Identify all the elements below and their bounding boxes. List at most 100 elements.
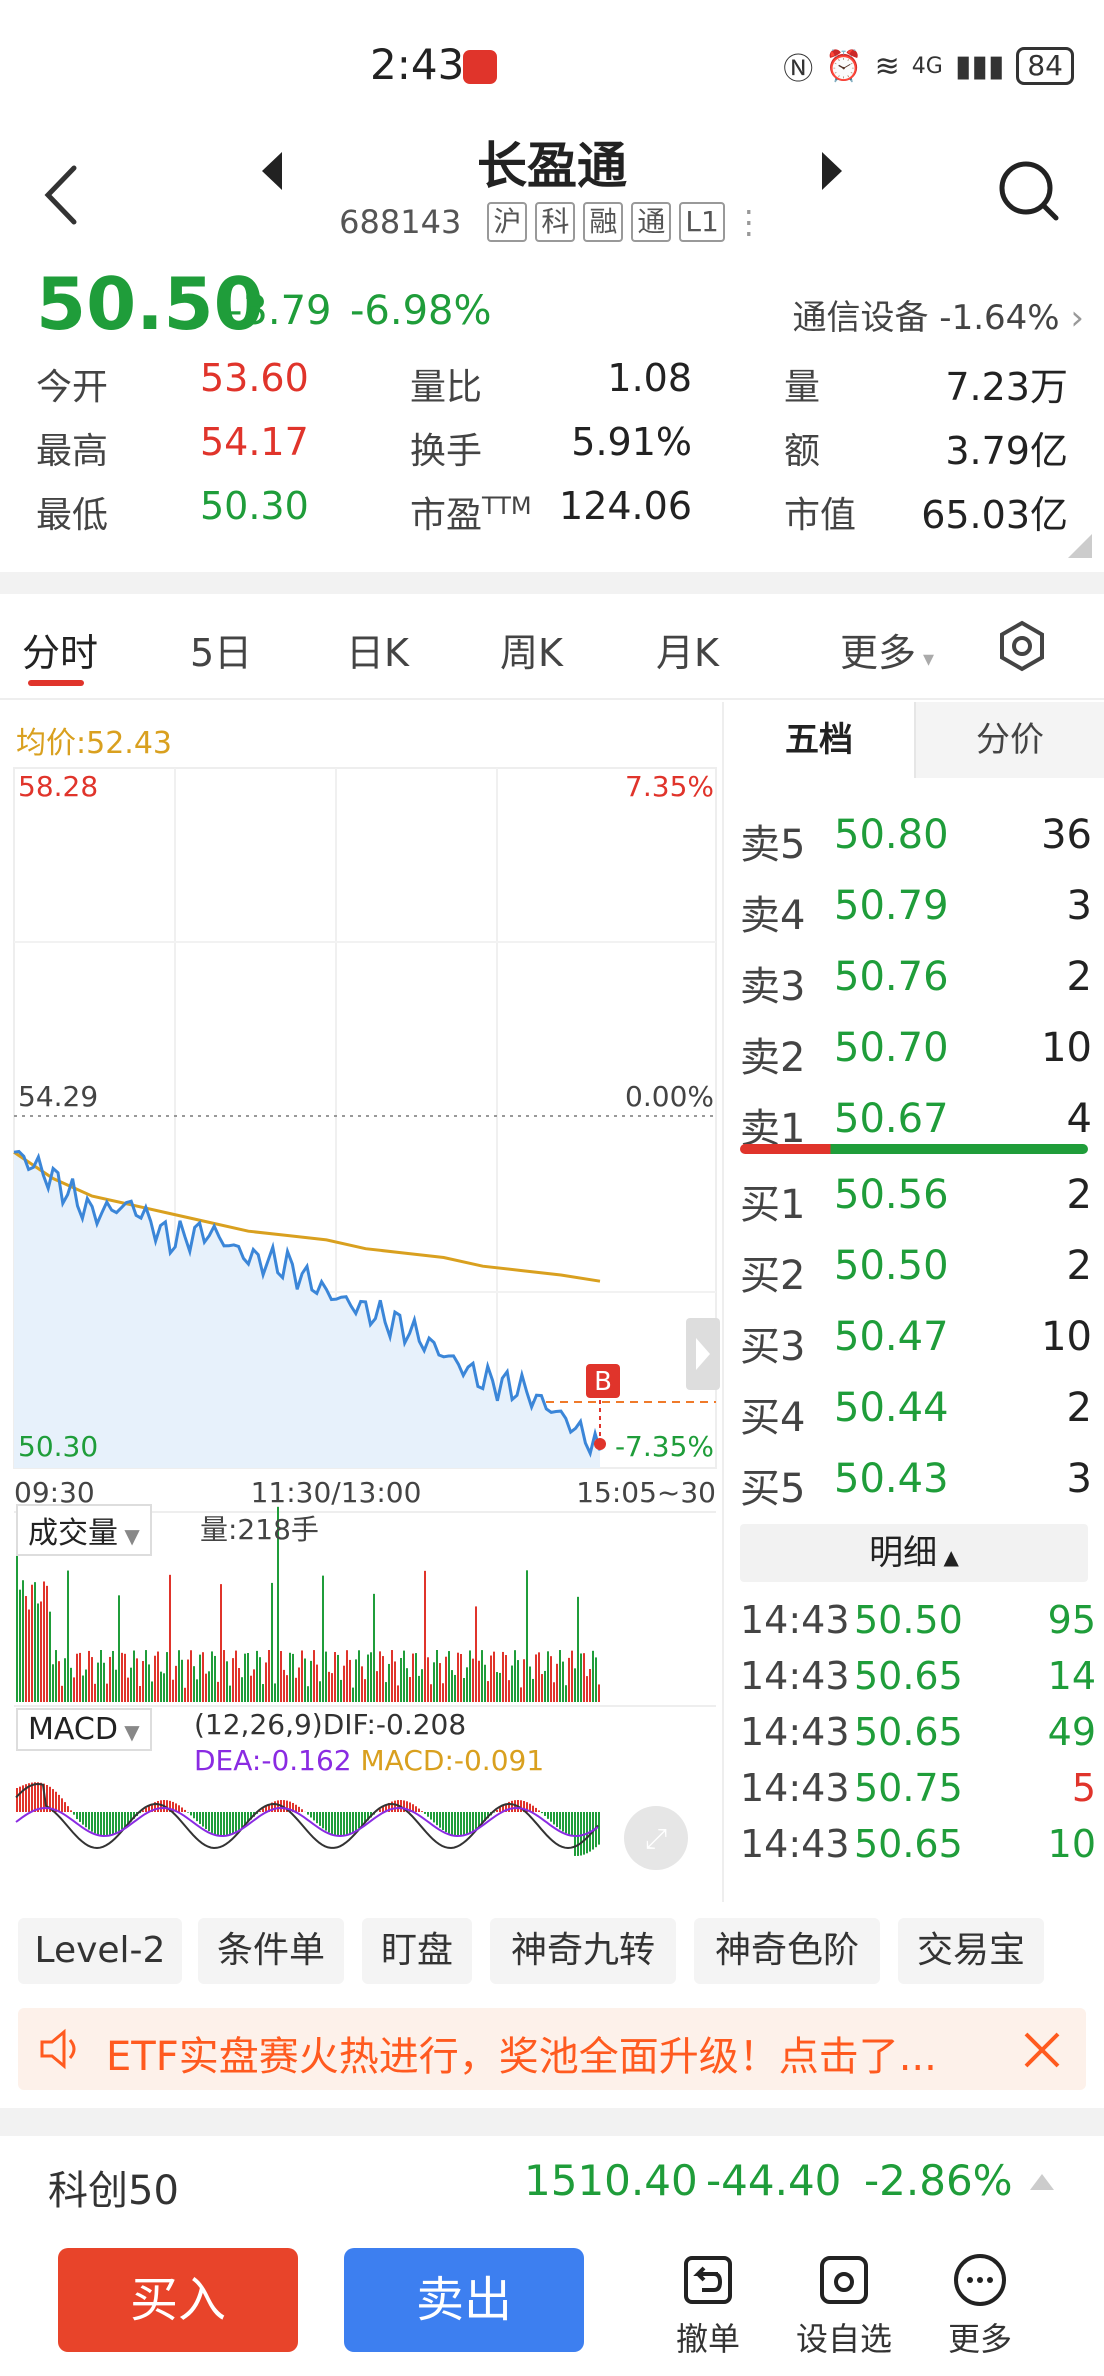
volume-bar [232, 1658, 234, 1702]
mktcap-value: 65.03亿 [921, 493, 1068, 537]
volume-bar [454, 1674, 456, 1702]
macd-bar [91, 1812, 93, 1832]
volume-bar [373, 1593, 375, 1702]
chip-level2[interactable]: Level-2 [18, 1918, 182, 1984]
macd-bar [523, 1801, 525, 1812]
avg-price-line [13, 1150, 601, 1283]
chip-trade-treasure[interactable]: 交易宝 [898, 1918, 1044, 1984]
dea-value: DEA:-0.162 [194, 1744, 352, 1777]
tab-monthly[interactable]: 月K [656, 631, 719, 675]
macd-bar [142, 1810, 144, 1812]
macd-dropdown[interactable]: MACD ▼ [16, 1708, 152, 1751]
fullscreen-icon[interactable] [624, 1806, 688, 1870]
bid-row[interactable]: 买5 50.43 3 [724, 1446, 1104, 1516]
volume-bar [253, 1669, 255, 1702]
detail-toggle[interactable]: 明细 ▲ [740, 1524, 1088, 1582]
tab-five-levels[interactable]: 五档 [724, 702, 914, 778]
macd-bar [505, 1803, 507, 1812]
macd-bar [217, 1812, 219, 1836]
vol-ratio-label: 量比 [410, 367, 483, 408]
cell-signal-icon: ▮▮▮ [954, 48, 1005, 84]
macd-bar [448, 1812, 450, 1834]
volume-bar [586, 1676, 588, 1702]
macd-bar [181, 1807, 183, 1812]
back-icon[interactable] [38, 160, 88, 230]
ask-row[interactable]: 卖5 50.80 36 [724, 802, 1104, 872]
macd-bar [442, 1812, 444, 1830]
feature-chips: Level-2 条件单 盯盘 神奇九转 神奇色阶 交易宝 [0, 1918, 1104, 1988]
macd-bar [472, 1812, 474, 1832]
volume-bar [157, 1651, 159, 1702]
ask-row[interactable]: 卖3 50.76 2 [724, 944, 1104, 1014]
prev-stock-icon[interactable] [258, 146, 288, 196]
volume-bar [463, 1677, 465, 1702]
volume-bar [331, 1673, 333, 1702]
cancel-order-button[interactable]: 撤单 [658, 2252, 758, 2360]
macd-bar [40, 1782, 42, 1812]
macd-bar [301, 1809, 303, 1812]
macd-bar [199, 1812, 201, 1824]
ask-row[interactable]: 卖2 50.70 10 [724, 1015, 1104, 1085]
chip-conditional-order[interactable]: 条件单 [198, 1918, 344, 1984]
y-mid-pct-label: 0.00% [625, 1080, 714, 1113]
volume-bar [535, 1654, 537, 1702]
add-watchlist-button[interactable]: 设自选 [794, 2252, 894, 2360]
macd-bar [160, 1800, 162, 1812]
tab-daily[interactable]: 日K [346, 631, 409, 675]
turnover-value: 5.91% [571, 420, 692, 464]
chip-watch[interactable]: 盯盘 [362, 1918, 472, 1984]
volume-text: 量:218手 [200, 1513, 319, 1546]
more-dots-icon[interactable]: ⋮ [732, 203, 765, 241]
tab-5day[interactable]: 5日 [190, 631, 253, 675]
ask-row[interactable]: 卖4 50.79 3 [724, 873, 1104, 943]
volume-bar [271, 1582, 273, 1702]
expand-corner-icon[interactable] [1068, 534, 1092, 558]
trade-time: 14:43 [740, 1822, 850, 1866]
x-end-label: 15:05~30 [576, 1476, 716, 1509]
tab-price-dist[interactable]: 分价 [914, 702, 1104, 778]
next-stock-icon[interactable] [816, 146, 846, 196]
bid-row[interactable]: 买4 50.44 2 [724, 1375, 1104, 1445]
macd-bar [145, 1807, 147, 1812]
bid-row[interactable]: 买1 50.56 2 [724, 1162, 1104, 1232]
trade-price: 50.65 [854, 1654, 963, 1698]
expand-up-icon[interactable] [1030, 2174, 1054, 2190]
tab-intraday[interactable]: 分时 [22, 631, 99, 675]
tab-more[interactable]: 更多 ▾ [840, 622, 934, 677]
bid-row[interactable]: 买2 50.50 2 [724, 1233, 1104, 1303]
volume-bar [310, 1660, 312, 1702]
macd-bar [310, 1812, 312, 1818]
volume-bar [421, 1669, 423, 1702]
settings-icon[interactable] [996, 620, 1048, 672]
macd-bar [541, 1812, 543, 1814]
chip-magic-color[interactable]: 神奇色阶 [694, 1918, 880, 1984]
tab-weekly[interactable]: 周K [500, 631, 563, 675]
buy-button[interactable]: 买入 [58, 2248, 298, 2352]
macd-values: DEA:-0.162 MACD:-0.091 [194, 1744, 544, 1777]
promo-banner[interactable]: ETF实盘赛火热进行，奖池全面升级！点击了... [18, 2008, 1086, 2090]
macd-bar [130, 1812, 132, 1822]
more-button[interactable]: 更多 [930, 2252, 1030, 2360]
volume-bar [136, 1658, 138, 1702]
volume-dropdown[interactable]: 成交量 ▼ [16, 1504, 152, 1556]
volume-bar [94, 1683, 96, 1702]
search-icon[interactable] [994, 156, 1064, 226]
buy-marker-badge[interactable] [586, 1364, 620, 1398]
bid-volume: 10 [1041, 1314, 1092, 1360]
intraday-chart[interactable]: 均价:52.43 B 58.28 7.35% 54.29 0.00% 50.30… [0, 702, 720, 1902]
battery-indicator: 84 [1016, 47, 1074, 85]
low-label: 最低 [36, 495, 109, 536]
macd-bar [529, 1803, 531, 1812]
index-ticker[interactable]: 科创50 1510.40 -44.40 -2.86% [0, 2136, 1104, 2226]
ask-volume: 3 [1066, 883, 1092, 929]
close-icon[interactable] [1022, 2030, 1062, 2070]
sector-link[interactable]: 通信设备 -1.64% › [792, 290, 1084, 339]
tag-market: 沪 [487, 202, 528, 242]
volume-bar [148, 1664, 150, 1702]
bid-row[interactable]: 买3 50.47 10 [724, 1304, 1104, 1374]
sell-button[interactable]: 卖出 [344, 2248, 584, 2352]
volume-label: 量 [784, 367, 821, 408]
macd-bar [208, 1812, 210, 1832]
chip-magic-nine[interactable]: 神奇九转 [490, 1918, 676, 1984]
ask-row[interactable]: 卖1 50.67 4 [724, 1086, 1104, 1156]
